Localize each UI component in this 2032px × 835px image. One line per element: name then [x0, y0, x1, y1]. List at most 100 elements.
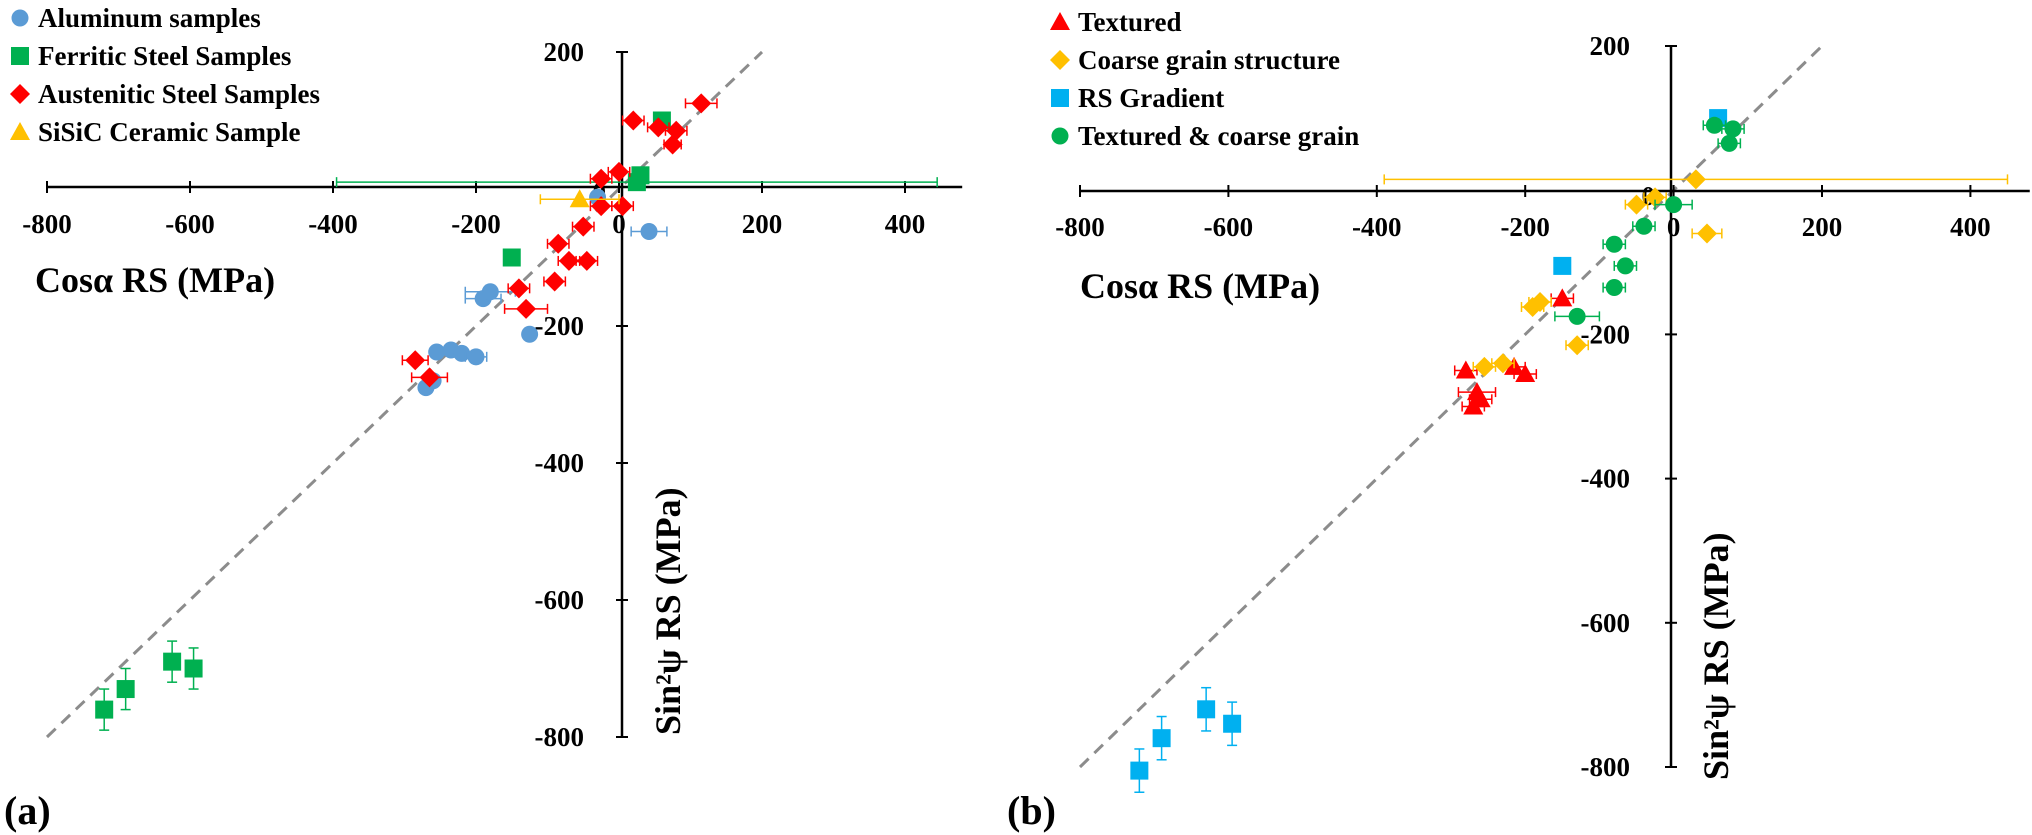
chart-b: -800-600-400-20002004000200-200-400-600-…	[1007, 7, 2030, 833]
data-point	[1605, 235, 1623, 253]
data-point	[640, 222, 658, 240]
series-textured	[1453, 288, 1575, 415]
legend-marker	[10, 84, 30, 104]
legend-label: Textured	[1078, 7, 1182, 37]
y-axis-title: Sin²ψ RS (MPa)	[648, 487, 688, 735]
legend-marker	[1050, 12, 1070, 30]
y-tick-label: -400	[1581, 464, 1631, 494]
data-point	[1455, 360, 1476, 379]
x-tick-label: -800	[22, 209, 72, 239]
data-point	[1130, 761, 1149, 780]
data-point	[502, 248, 521, 267]
data-point	[405, 350, 426, 371]
data-point	[1474, 356, 1495, 377]
y-tick-label: -400	[535, 448, 585, 478]
data-point	[481, 283, 499, 301]
series-textured-coarse-grain	[1554, 116, 1745, 325]
x-tick-label: -800	[1055, 212, 1105, 242]
data-point	[1152, 729, 1171, 748]
panel-label: (a)	[4, 788, 51, 833]
x-tick-label: -600	[1204, 212, 1254, 242]
y-tick-label: 200	[544, 37, 585, 67]
data-point	[1463, 396, 1484, 415]
data-point	[1605, 279, 1623, 297]
data-point	[116, 680, 135, 699]
series-coarse-grain-structure	[1383, 169, 2009, 377]
data-point	[453, 344, 471, 362]
data-point	[548, 233, 569, 254]
data-point	[666, 120, 687, 141]
series-sisic-ceramic-sample	[539, 189, 620, 208]
data-point	[648, 117, 669, 138]
x-tick-label: 200	[742, 209, 783, 239]
data-point	[1645, 187, 1666, 208]
data-point	[1197, 700, 1216, 719]
x-tick-label: -200	[451, 209, 501, 239]
x-tick-label: 0	[612, 209, 626, 239]
data-point	[419, 367, 440, 388]
data-point	[1552, 288, 1573, 307]
data-point	[1720, 134, 1738, 152]
y-tick-label: -600	[535, 585, 585, 615]
chart-a: -800-600-400-20002004000200-200-400-600-…	[4, 3, 963, 833]
data-point	[1696, 223, 1717, 244]
x-tick-label: 0	[1667, 212, 1681, 242]
data-point	[1635, 217, 1653, 235]
legend-marker	[11, 9, 29, 27]
y-axis-title: Sin²ψ RS (MPa)	[1696, 532, 1736, 780]
data-point	[627, 173, 646, 192]
data-point	[558, 250, 579, 271]
data-point	[691, 93, 712, 114]
data-point	[1553, 256, 1572, 275]
x-tick-label: 400	[885, 209, 926, 239]
panel-label: (b)	[1007, 788, 1056, 833]
data-point	[1705, 116, 1723, 134]
data-point	[508, 278, 529, 299]
data-point	[1515, 364, 1536, 383]
data-point	[612, 196, 633, 217]
x-tick-label: -200	[1500, 212, 1550, 242]
legend-label: Textured & coarse grain	[1078, 121, 1359, 151]
data-point	[1724, 120, 1742, 138]
x-tick-label: -400	[308, 209, 358, 239]
data-point	[609, 161, 629, 182]
data-point	[591, 196, 612, 217]
x-axis-title: Cosα RS (MPa)	[1080, 266, 1320, 306]
x-tick-label: 200	[1802, 212, 1843, 242]
data-point	[1616, 257, 1634, 275]
data-point	[1568, 307, 1586, 325]
legend-marker	[11, 47, 29, 65]
legend-label: Austenitic Steel Samples	[38, 79, 320, 109]
x-tick-label: -400	[1352, 212, 1402, 242]
legend-label: Aluminum samples	[38, 3, 261, 33]
y-tick-label: -800	[1581, 752, 1631, 782]
identity-line	[45, 50, 764, 739]
data-point	[1665, 196, 1683, 214]
data-point	[467, 348, 485, 366]
x-tick-label: 400	[1950, 212, 1991, 242]
legend-label: SiSiC Ceramic Sample	[38, 117, 301, 147]
data-point	[163, 652, 182, 671]
x-axis-title: Cosα RS (MPa)	[35, 260, 275, 300]
y-tick-label: 200	[1590, 31, 1631, 61]
data-point	[591, 168, 612, 189]
data-point	[95, 700, 114, 719]
series-austenitic-steel-samples	[401, 93, 718, 388]
identity-line	[1078, 44, 1824, 769]
legend-marker	[1050, 50, 1070, 70]
data-point	[521, 325, 539, 343]
data-point	[184, 659, 203, 678]
data-point	[662, 134, 683, 155]
data-point	[1685, 169, 1706, 190]
legend-marker	[10, 122, 30, 140]
legend-marker	[1051, 89, 1069, 107]
data-point	[569, 189, 590, 208]
legend-label: Coarse grain structure	[1078, 45, 1340, 75]
data-point	[428, 343, 446, 361]
data-point	[623, 110, 644, 131]
data-point	[544, 271, 565, 292]
y-tick-label: -200	[535, 311, 585, 341]
legend-label: RS Gradient	[1078, 83, 1224, 113]
